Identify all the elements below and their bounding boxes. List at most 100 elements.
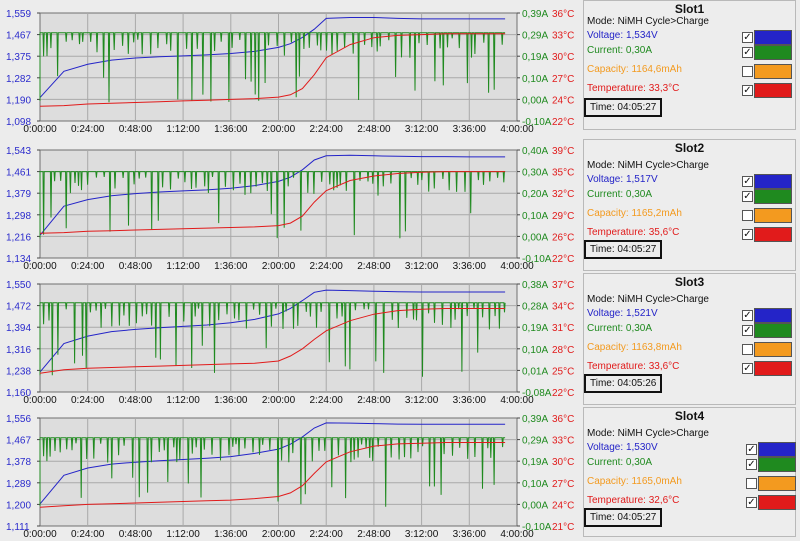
temperature-label: Temperature: [587,495,646,506]
temperature-tick-label: 35°C [552,168,574,179]
capacity-visibility-checkbox[interactable] [742,344,753,355]
voltage-visibility-checkbox[interactable]: ✓ [742,310,753,321]
x-tick-label: 4:00:00 [500,124,534,134]
temperature-tick-label: 33°C [552,436,574,447]
current-tick-label: 0,10A [522,74,548,85]
voltage-color-swatch[interactable] [754,308,792,323]
current-tick-label: -0,10A [522,117,552,128]
capacity-value: 1165,0mAh [631,476,682,487]
current-visibility-checkbox[interactable]: ✓ [742,191,753,202]
voltage-tick-label: 1,298 [6,211,31,222]
voltage-value: 1,534V [625,30,658,41]
voltage-tick-label: 1,282 [6,74,31,85]
capacity-color-swatch[interactable] [758,476,796,491]
capacity-visibility-checkbox[interactable] [742,210,753,221]
voltage-color-swatch[interactable] [758,442,796,457]
voltage-visibility-checkbox[interactable]: ✓ [742,176,753,187]
current-visibility-checkbox[interactable]: ✓ [742,47,753,58]
x-tick-label: 0:48:00 [119,395,153,405]
voltage-label: Voltage: [587,308,624,319]
voltage-value: 1,517V [625,174,658,185]
current-tick-label: 0,30A [522,168,548,179]
voltage-color-swatch[interactable] [754,174,792,189]
mode-label: Mode: [587,160,615,171]
current-series-line [39,302,506,377]
current-color-swatch[interactable] [758,457,796,472]
current-readout: Current: 0,30A [587,45,652,56]
time-label: Time: [590,512,615,523]
x-tick-label: 1:36:00 [214,529,248,539]
voltage-tick-label: 1,098 [6,117,31,128]
temperature-visibility-checkbox[interactable]: ✓ [742,85,753,96]
time-value: 04:05:26 [617,378,657,389]
voltage-tick-label: 1,394 [6,323,31,334]
x-tick-label: 0:24:00 [71,261,105,271]
voltage-series-line [39,17,506,98]
temperature-label: Temperature: [587,227,646,238]
capacity-value: 1165,2mAh [631,208,682,219]
voltage-tick-label: 1,556 [6,414,31,425]
x-tick-label: 3:12:00 [405,261,439,271]
capacity-color-swatch[interactable] [754,64,792,79]
capacity-readout: Capacity: 1164,6mAh [587,64,682,75]
voltage-series-line [39,422,506,505]
temperature-tick-label: 28°C [552,345,574,356]
current-tick-label: 0,28A [522,302,548,313]
temperature-tick-label: 30°C [552,52,574,63]
slot-title: Slot1 [674,2,705,16]
current-color-swatch[interactable] [754,45,792,60]
current-value: 0,30A [625,45,653,56]
voltage-color-swatch[interactable] [754,30,792,45]
current-color-swatch[interactable] [754,189,792,204]
checkmark-icon: ✓ [743,363,752,374]
x-tick-label: 0:00:00 [23,261,57,271]
current-color-swatch[interactable] [754,323,792,338]
current-visibility-checkbox[interactable]: ✓ [742,325,753,336]
x-tick-label: 4:00:00 [500,529,534,539]
temperature-series-line [39,442,506,508]
voltage-visibility-checkbox[interactable]: ✓ [746,444,757,455]
x-tick-label: 1:36:00 [214,261,248,271]
current-visibility-checkbox[interactable]: ✓ [746,459,757,470]
temperature-color-swatch[interactable] [754,83,792,98]
temperature-color-swatch[interactable] [754,227,792,242]
x-tick-label: 2:00:00 [262,124,296,134]
capacity-readout: Capacity: 1165,0mAh [587,476,682,487]
current-label: Current: [587,323,624,334]
capacity-visibility-checkbox[interactable] [746,478,757,489]
temperature-color-swatch[interactable] [758,495,796,510]
mode-value: NiMH Cycle>Charge [617,16,709,27]
x-tick-label: 2:48:00 [357,529,391,539]
temperature-readout: Temperature: 33,3°C [587,83,679,94]
mode-value: NiMH Cycle>Charge [617,428,709,439]
x-tick-label: 4:00:00 [500,395,534,405]
slot-info-panel: Slot3 Mode: NiMH Cycle>Charge Voltage: 1,5… [583,273,796,405]
current-tick-label: 0,39A [522,9,548,20]
voltage-visibility-checkbox[interactable]: ✓ [742,32,753,43]
capacity-color-swatch[interactable] [754,208,792,223]
voltage-readout: Voltage: 1,534V [587,30,658,41]
capacity-color-swatch[interactable] [754,342,792,357]
temperature-tick-label: 25°C [552,366,574,377]
temperature-value: 33,3°C [648,83,680,94]
current-value: 0,30A [625,457,653,468]
mode-readout: Mode: NiMH Cycle>Charge [587,428,709,439]
temperature-color-swatch[interactable] [754,361,792,376]
checkmark-icon: ✓ [743,310,752,321]
chart-slot-4: 0:00:00 0:24:00 0:48:00 1:12:00 1:36:00 2:00:… [6,414,574,539]
slot-title: Slot4 [674,409,705,423]
capacity-visibility-checkbox[interactable] [742,66,753,77]
time-value: 04:05:27 [617,512,657,523]
current-tick-label: 0,38A [522,280,548,291]
voltage-series-line [39,289,506,373]
voltage-readout: Voltage: 1,521V [587,308,658,319]
slot-info-panel: Slot1 Mode: NiMH Cycle>Charge Voltage: 1,5… [583,0,796,130]
temperature-visibility-checkbox[interactable]: ✓ [746,497,757,508]
slot-row-1: 0:00:00 0:24:00 0:48:00 1:12:00 1:36:00 2:00:… [0,0,800,136]
mode-value: NiMH Cycle>Charge [617,160,709,171]
chart-slot-2: 0:00:00 0:24:00 0:48:00 1:12:00 1:36:00 2:00:… [6,146,574,271]
temperature-visibility-checkbox[interactable]: ✓ [742,229,753,240]
x-tick-label: 2:00:00 [262,529,296,539]
voltage-tick-label: 1,550 [6,280,31,291]
temperature-visibility-checkbox[interactable]: ✓ [742,363,753,374]
